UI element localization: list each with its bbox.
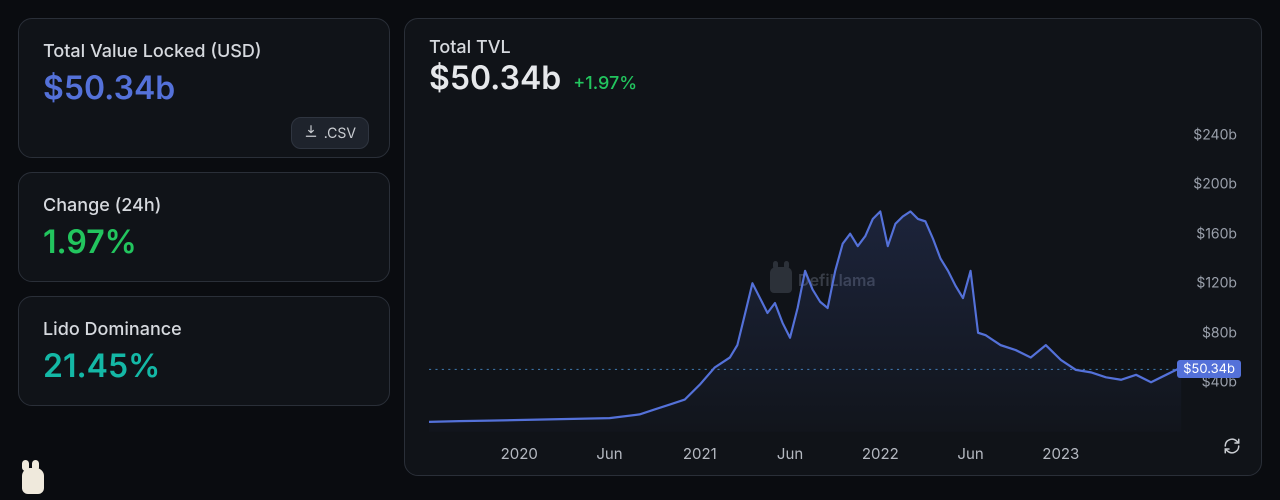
- csv-button-label: .CSV: [324, 125, 356, 142]
- change-label: Change (24h): [43, 195, 365, 216]
- tvl-card: Total Value Locked (USD) $50.34b .CSV: [18, 18, 390, 158]
- stats-sidebar: Total Value Locked (USD) $50.34b .CSV Ch…: [18, 18, 390, 476]
- chart-plot-area[interactable]: $40b$80b$120b$160b$200b$240b2020Jun2021J…: [429, 101, 1241, 461]
- change-value: 1.97%: [43, 224, 365, 259]
- tvl-label: Total Value Locked (USD): [43, 41, 365, 62]
- tvl-value: $50.34b: [43, 70, 365, 105]
- dashboard: Total Value Locked (USD) $50.34b .CSV Ch…: [0, 0, 1280, 500]
- change-card: Change (24h) 1.97%: [18, 172, 390, 282]
- dominance-label: Lido Dominance: [43, 319, 365, 340]
- current-price-tag: $50.34b: [1177, 360, 1241, 378]
- download-csv-button[interactable]: .CSV: [291, 117, 369, 149]
- refresh-button[interactable]: [1223, 437, 1241, 459]
- dominance-card: Lido Dominance 21.45%: [18, 296, 390, 406]
- chart-value: $50.34b: [429, 58, 561, 97]
- dominance-value: 21.45%: [43, 348, 365, 383]
- chart-header: $50.34b +1.97%: [429, 58, 1241, 97]
- chart-title: Total TVL: [429, 37, 1241, 58]
- llama-mascot-icon: [18, 460, 48, 494]
- chart-change: +1.97%: [573, 73, 637, 94]
- tvl-chart-card: Total TVL $50.34b +1.97% $40b$80b$120b$1…: [404, 18, 1262, 476]
- download-icon: [304, 124, 318, 142]
